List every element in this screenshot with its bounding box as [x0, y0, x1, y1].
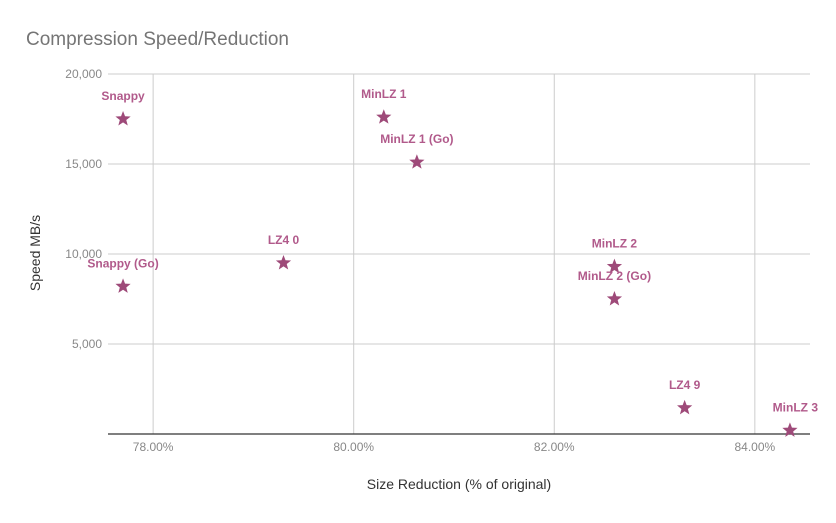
data-point-label: MinLZ 1 (Go)	[380, 132, 453, 146]
data-point-label: MinLZ 1	[361, 87, 407, 101]
data-point-label: MinLZ 2	[592, 237, 638, 251]
data-point-star	[606, 291, 623, 306]
data-points: Snappy Snappy (Go) LZ4 0 MinLZ 1 MinLZ 1 (Go…	[87, 87, 818, 437]
data-point-star	[115, 111, 131, 126]
data-point-star	[275, 255, 292, 270]
y-tick-label: 20,000	[65, 67, 102, 81]
data-point-label: LZ4 9	[669, 378, 701, 392]
y-tick-label: 5,000	[72, 337, 102, 351]
y-tick-label: 15,000	[65, 157, 102, 171]
x-tick-label: 84.00%	[734, 440, 775, 454]
data-point-label: Snappy	[101, 89, 145, 103]
data-point-star	[606, 258, 623, 274]
data-point-star	[409, 154, 425, 169]
x-tick-label: 80.00%	[333, 440, 374, 454]
data-point-star	[115, 278, 131, 293]
y-tick-label: 10,000	[65, 247, 102, 261]
x-axis-label: Size Reduction (% of original)	[367, 476, 551, 492]
data-point-star	[376, 109, 392, 124]
x-tick-label: 78.00%	[133, 440, 174, 454]
data-point-star	[782, 422, 798, 437]
gridlines	[108, 73, 810, 434]
y-axis-label: Speed MB/s	[27, 215, 43, 291]
axes: 5,000 10,000 15,000 20,000 78.00% 80.00% 82.00…	[65, 67, 810, 454]
chart-title: Compression Speed/Reduction	[26, 29, 289, 50]
data-point-label: MinLZ 2 (Go)	[578, 269, 651, 283]
data-point-label: LZ4 0	[268, 233, 300, 247]
data-point-star	[677, 399, 693, 415]
x-tick-label: 82.00%	[534, 440, 575, 454]
data-point-label: MinLZ 3	[773, 400, 819, 414]
data-point-label: Snappy (Go)	[87, 256, 158, 270]
